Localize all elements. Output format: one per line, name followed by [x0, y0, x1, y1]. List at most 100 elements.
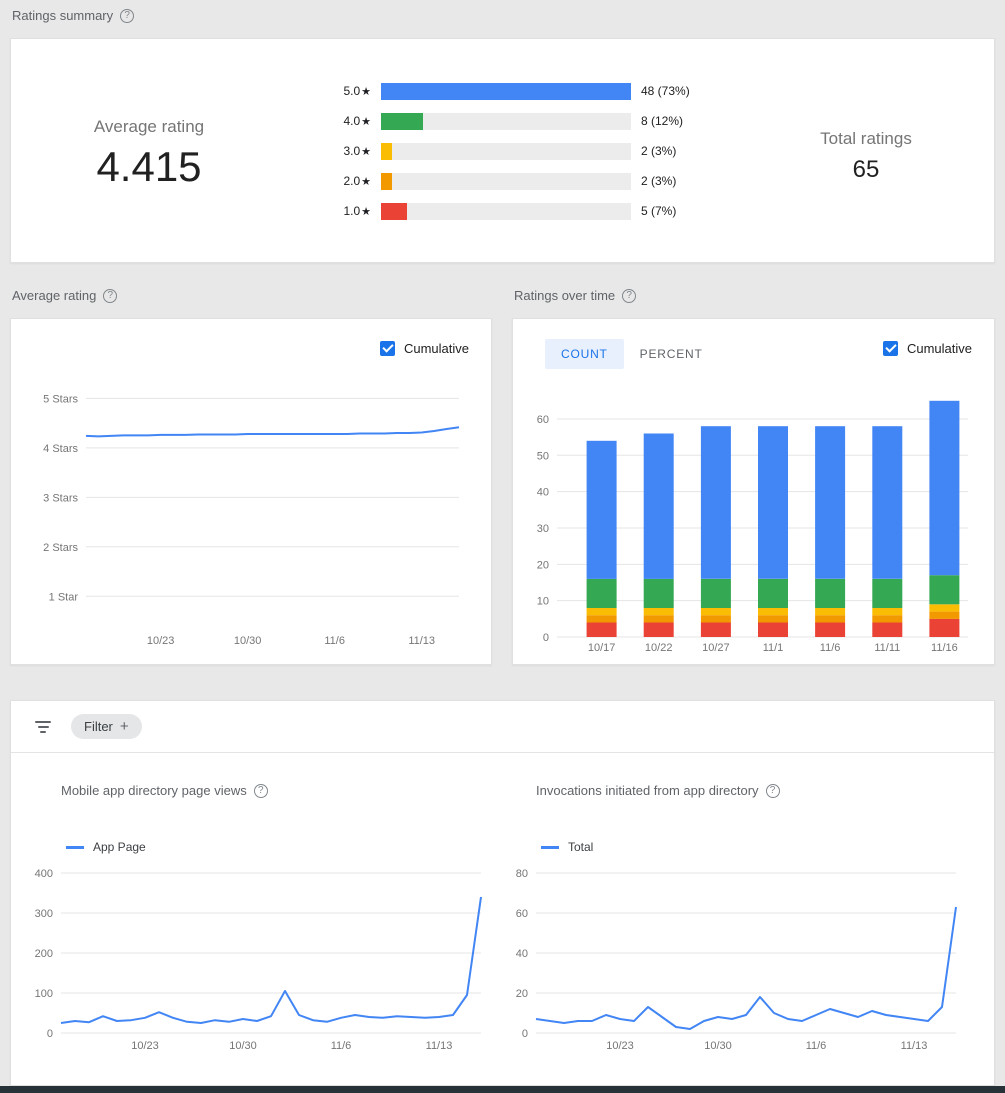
- x-axis-label: 11/6: [324, 635, 345, 647]
- mobile-app-directory-page-views-svg: 0 100 200 300 400 10/23 10/30 11/6 11/13: [35, 868, 482, 1052]
- page-views-panel: Mobile app directory page views ? App Pa…: [31, 765, 491, 1087]
- bar-segment: [700, 578, 731, 608]
- help-icon[interactable]: ?: [253, 783, 268, 798]
- rating-distribution-row: 5.0★ 48 (73%): [327, 76, 690, 106]
- y-axis-label: 200: [35, 948, 53, 960]
- bar-segment: [872, 426, 903, 579]
- rating-distribution-row: 2.0★ 2 (3%): [327, 166, 690, 196]
- star-icon: ★: [361, 146, 371, 158]
- bar-segment: [815, 615, 846, 623]
- y-axis-label: 20: [537, 559, 549, 571]
- average-rating-label-text: Average rating: [12, 288, 97, 303]
- rating-label: 2.0★: [343, 174, 371, 188]
- y-axis-label: 0: [543, 632, 549, 644]
- rating-distribution-row: 3.0★ 2 (3%): [327, 136, 690, 166]
- ratings-summary-card: Average rating 4.415 5.0★ 48 (73%) 4.0★ 8 (…: [10, 38, 995, 263]
- star-icon: ★: [361, 86, 371, 98]
- rating-label: 1.0★: [343, 204, 371, 218]
- tab-count[interactable]: COUNT: [545, 339, 624, 369]
- ratings-summary-label-text: Ratings summary: [12, 8, 114, 23]
- bar-segment: [643, 607, 674, 616]
- x-axis-label: 10/17: [588, 642, 616, 654]
- bar-segment: [586, 607, 617, 616]
- rating-bar-track: [381, 142, 631, 160]
- average-rating-chart-card: 5 Stars 4 Stars 3 Stars 2 Stars 1 Star 10/23 1…: [10, 318, 492, 665]
- bar-segment: [872, 622, 903, 637]
- total-ratings-value: 65: [852, 156, 880, 183]
- bar-segment: [700, 615, 731, 623]
- page-views-legend-text: App Page: [93, 840, 146, 854]
- filter-button[interactable]: Filter +: [71, 714, 142, 739]
- cumulative-control: Cumulative: [882, 341, 972, 356]
- x-axis-label: 10/22: [645, 642, 673, 654]
- star-icon: ★: [361, 116, 371, 128]
- bar-segment: [643, 433, 674, 579]
- cumulative-checkbox[interactable]: [379, 341, 395, 356]
- y-axis-label: 30: [537, 523, 549, 535]
- y-axis-label: 0: [47, 1028, 53, 1040]
- ratings-over-time-svg: 0 10 20 30 40 50 60 10/17 10/22 10/27 11/1 11/6 11/1…: [537, 400, 968, 654]
- y-axis-label: 2 Stars: [43, 542, 78, 554]
- rating-distribution-row: 1.0★ 5 (7%): [327, 196, 690, 226]
- tab-percent[interactable]: PERCENT: [639, 347, 703, 361]
- data-line: [85, 426, 460, 438]
- filter-list-icon[interactable]: [35, 720, 51, 733]
- invocations-legend-text: Total: [568, 840, 594, 854]
- star-icon: ★: [361, 206, 371, 218]
- bar-segment: [758, 426, 788, 579]
- x-axis-label: 11/13: [408, 635, 435, 647]
- x-axis-label: 11/11: [874, 642, 900, 654]
- help-icon[interactable]: ?: [622, 288, 637, 303]
- y-axis-label: 100: [35, 988, 53, 1000]
- bar-segment: [872, 615, 903, 623]
- help-icon[interactable]: ?: [103, 288, 118, 303]
- rating-bar-track: [381, 112, 631, 130]
- rating-bar-track: [381, 172, 631, 190]
- rating-count: 48 (73%): [641, 84, 690, 98]
- ratings-over-time-chart-card: 0 10 20 30 40 50 60 10/17 10/22 10/27 11/1 11/6 11/1…: [512, 318, 995, 665]
- invocations-title-text: Invocations initiated from app directory: [536, 783, 759, 798]
- rating-count: 8 (12%): [641, 114, 684, 128]
- bar-segment: [758, 622, 788, 637]
- help-icon[interactable]: ?: [120, 8, 135, 23]
- y-axis-label: 300: [35, 908, 53, 920]
- rating-label: 5.0★: [343, 84, 371, 98]
- footer-bar: [0, 1086, 1005, 1093]
- bar-segment: [815, 426, 846, 579]
- y-axis-label: 80: [516, 868, 528, 880]
- cumulative-checkbox[interactable]: [882, 341, 898, 356]
- page-views-title: Mobile app directory page views ?: [61, 783, 491, 798]
- page-views-legend: App Page: [66, 840, 491, 854]
- ratings-over-time-label-text: Ratings over time: [514, 288, 616, 303]
- rating-bar-track: [381, 202, 631, 220]
- bar-segment: [929, 400, 960, 576]
- bar-segment: [815, 607, 846, 616]
- rating-count: 2 (3%): [641, 174, 677, 188]
- invocations-legend: Total: [541, 840, 966, 854]
- y-axis-label: 40: [516, 948, 528, 960]
- bar-segment: [872, 578, 903, 608]
- ratings-over-time-section-label: Ratings over time ?: [514, 288, 637, 303]
- y-axis-label: 60: [516, 908, 528, 920]
- bar-segment: [586, 440, 617, 579]
- bar-segment: [929, 611, 960, 619]
- rating-bar-fill: [381, 82, 631, 100]
- bar-segment: [700, 622, 731, 637]
- x-axis-label: 11/6: [820, 642, 841, 654]
- total-ratings-block: Total ratings 65: [746, 129, 986, 184]
- filter-bar: Filter +: [11, 701, 994, 753]
- bar-segment: [643, 578, 674, 608]
- bar-segment: [929, 618, 960, 637]
- bar-segment: [758, 578, 788, 608]
- invocations-from-app-directory-svg: 0 20 40 60 80 10/23 10/30 11/6 11/13: [516, 868, 957, 1052]
- x-axis-label: 10/23: [606, 1040, 634, 1052]
- y-axis-label: 60: [537, 414, 549, 426]
- help-icon[interactable]: ?: [765, 783, 780, 798]
- average-rating-block: Average rating 4.415: [39, 117, 259, 191]
- directory-metrics-card: Filter + Mobile app directory page views…: [10, 700, 995, 1086]
- bar-segment: [586, 578, 617, 608]
- cumulative-label: Cumulative: [403, 341, 469, 356]
- average-rating-line-chart: 5 Stars 4 Stars 3 Stars 2 Stars 1 Star 10/23 1…: [11, 319, 493, 671]
- bar-segment: [700, 426, 731, 579]
- x-axis-label: 10/23: [131, 1040, 159, 1052]
